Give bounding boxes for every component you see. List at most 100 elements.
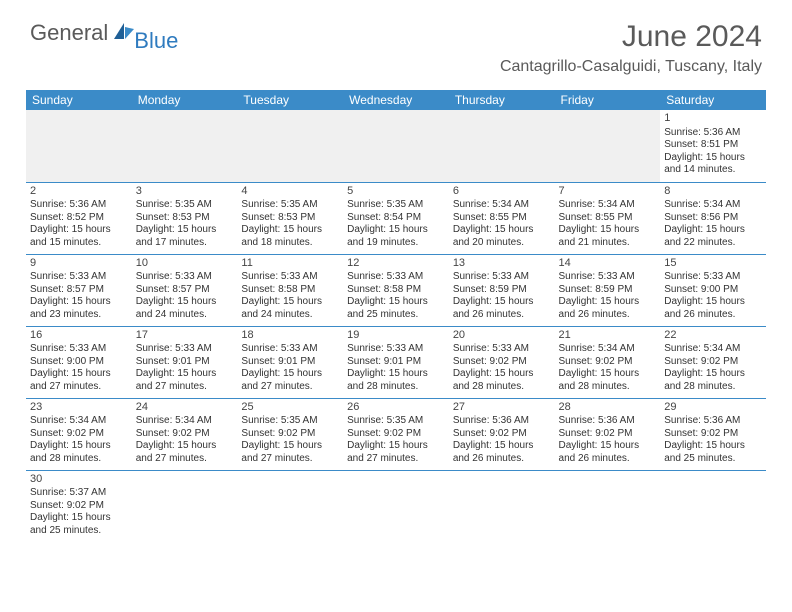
- daylight-text: and 26 minutes.: [559, 309, 657, 322]
- sunrise-text: Sunrise: 5:35 AM: [241, 199, 339, 212]
- daylight-text: and 28 minutes.: [559, 381, 657, 394]
- sunrise-text: Sunrise: 5:34 AM: [453, 199, 551, 212]
- calendar-cell: 10Sunrise: 5:33 AMSunset: 8:57 PMDayligh…: [132, 254, 238, 326]
- daylight-text: Daylight: 15 hours: [664, 296, 762, 309]
- sunrise-text: Sunrise: 5:35 AM: [347, 199, 445, 212]
- sunset-text: Sunset: 8:57 PM: [30, 284, 128, 297]
- sunset-text: Sunset: 8:57 PM: [136, 284, 234, 297]
- daylight-text: and 27 minutes.: [136, 381, 234, 394]
- day-number: 23: [30, 401, 128, 415]
- daylight-text: Daylight: 15 hours: [347, 224, 445, 237]
- calendar-cell: 13Sunrise: 5:33 AMSunset: 8:59 PMDayligh…: [449, 254, 555, 326]
- month-title: June 2024: [500, 20, 762, 54]
- day-number: 8: [664, 185, 762, 199]
- daylight-text: Daylight: 15 hours: [453, 368, 551, 381]
- sunset-text: Sunset: 8:52 PM: [30, 212, 128, 225]
- daylight-text: Daylight: 15 hours: [664, 224, 762, 237]
- sunset-text: Sunset: 9:02 PM: [559, 356, 657, 369]
- calendar-cell: 17Sunrise: 5:33 AMSunset: 9:01 PMDayligh…: [132, 326, 238, 398]
- calendar-cell: [449, 110, 555, 182]
- calendar-cell: 22Sunrise: 5:34 AMSunset: 9:02 PMDayligh…: [660, 326, 766, 398]
- calendar-cell: 15Sunrise: 5:33 AMSunset: 9:00 PMDayligh…: [660, 254, 766, 326]
- calendar-cell: 30Sunrise: 5:37 AMSunset: 9:02 PMDayligh…: [26, 470, 132, 542]
- calendar-cell: 5Sunrise: 5:35 AMSunset: 8:54 PMDaylight…: [343, 182, 449, 254]
- daylight-text: and 21 minutes.: [559, 237, 657, 250]
- sunrise-text: Sunrise: 5:33 AM: [347, 271, 445, 284]
- sunset-text: Sunset: 9:02 PM: [30, 428, 128, 441]
- sunset-text: Sunset: 8:58 PM: [347, 284, 445, 297]
- calendar-cell: [449, 470, 555, 542]
- day-number: 1: [664, 112, 762, 126]
- day-number: 27: [453, 401, 551, 415]
- daylight-text: Daylight: 15 hours: [664, 440, 762, 453]
- calendar-cell: 2Sunrise: 5:36 AMSunset: 8:52 PMDaylight…: [26, 182, 132, 254]
- calendar-cell: 14Sunrise: 5:33 AMSunset: 8:59 PMDayligh…: [555, 254, 661, 326]
- sunrise-text: Sunrise: 5:36 AM: [664, 415, 762, 428]
- sunrise-text: Sunrise: 5:36 AM: [664, 127, 762, 140]
- daylight-text: Daylight: 15 hours: [30, 224, 128, 237]
- daylight-text: and 20 minutes.: [453, 237, 551, 250]
- sunrise-text: Sunrise: 5:33 AM: [241, 271, 339, 284]
- sunset-text: Sunset: 9:02 PM: [559, 428, 657, 441]
- sunrise-text: Sunrise: 5:33 AM: [559, 271, 657, 284]
- sunrise-text: Sunrise: 5:34 AM: [664, 199, 762, 212]
- sunrise-text: Sunrise: 5:35 AM: [136, 199, 234, 212]
- calendar-cell: 9Sunrise: 5:33 AMSunset: 8:57 PMDaylight…: [26, 254, 132, 326]
- daylight-text: Daylight: 15 hours: [453, 440, 551, 453]
- daylight-text: Daylight: 15 hours: [241, 224, 339, 237]
- sunset-text: Sunset: 8:55 PM: [559, 212, 657, 225]
- calendar-cell: 26Sunrise: 5:35 AMSunset: 9:02 PMDayligh…: [343, 398, 449, 470]
- daylight-text: Daylight: 15 hours: [136, 296, 234, 309]
- sunset-text: Sunset: 9:02 PM: [241, 428, 339, 441]
- daylight-text: Daylight: 15 hours: [241, 368, 339, 381]
- daylight-text: and 17 minutes.: [136, 237, 234, 250]
- calendar-row: 23Sunrise: 5:34 AMSunset: 9:02 PMDayligh…: [26, 398, 766, 470]
- calendar-cell: 12Sunrise: 5:33 AMSunset: 8:58 PMDayligh…: [343, 254, 449, 326]
- day-number: 6: [453, 185, 551, 199]
- sunrise-text: Sunrise: 5:34 AM: [30, 415, 128, 428]
- calendar-cell: [132, 110, 238, 182]
- daylight-text: and 15 minutes.: [30, 237, 128, 250]
- sunset-text: Sunset: 8:59 PM: [559, 284, 657, 297]
- daylight-text: Daylight: 15 hours: [136, 224, 234, 237]
- daylight-text: and 25 minutes.: [664, 453, 762, 466]
- calendar-cell: 3Sunrise: 5:35 AMSunset: 8:53 PMDaylight…: [132, 182, 238, 254]
- daylight-text: Daylight: 15 hours: [136, 440, 234, 453]
- day-number: 28: [559, 401, 657, 415]
- sunset-text: Sunset: 9:02 PM: [453, 428, 551, 441]
- day-number: 20: [453, 329, 551, 343]
- sunrise-text: Sunrise: 5:35 AM: [347, 415, 445, 428]
- daylight-text: and 23 minutes.: [30, 309, 128, 322]
- calendar-cell: 23Sunrise: 5:34 AMSunset: 9:02 PMDayligh…: [26, 398, 132, 470]
- daylight-text: Daylight: 15 hours: [453, 296, 551, 309]
- day-number: 10: [136, 257, 234, 271]
- day-number: 17: [136, 329, 234, 343]
- calendar-cell: [343, 470, 449, 542]
- sunset-text: Sunset: 9:01 PM: [136, 356, 234, 369]
- day-header: Tuesday: [237, 90, 343, 110]
- calendar-row: 16Sunrise: 5:33 AMSunset: 9:00 PMDayligh…: [26, 326, 766, 398]
- daylight-text: and 28 minutes.: [347, 381, 445, 394]
- sunset-text: Sunset: 9:01 PM: [241, 356, 339, 369]
- calendar-cell: 28Sunrise: 5:36 AMSunset: 9:02 PMDayligh…: [555, 398, 661, 470]
- calendar-row: 9Sunrise: 5:33 AMSunset: 8:57 PMDaylight…: [26, 254, 766, 326]
- day-number: 4: [241, 185, 339, 199]
- sunset-text: Sunset: 9:02 PM: [136, 428, 234, 441]
- daylight-text: Daylight: 15 hours: [664, 368, 762, 381]
- daylight-text: Daylight: 15 hours: [347, 296, 445, 309]
- sunset-text: Sunset: 8:53 PM: [136, 212, 234, 225]
- day-number: 18: [241, 329, 339, 343]
- daylight-text: and 27 minutes.: [241, 453, 339, 466]
- calendar-cell: 1Sunrise: 5:36 AMSunset: 8:51 PMDaylight…: [660, 110, 766, 182]
- title-block: June 2024 Cantagrillo-Casalguidi, Tuscan…: [500, 20, 762, 76]
- sunrise-text: Sunrise: 5:34 AM: [559, 343, 657, 356]
- daylight-text: Daylight: 15 hours: [30, 440, 128, 453]
- sunrise-text: Sunrise: 5:33 AM: [241, 343, 339, 356]
- day-number: 21: [559, 329, 657, 343]
- calendar-row: 30Sunrise: 5:37 AMSunset: 9:02 PMDayligh…: [26, 470, 766, 542]
- sunrise-text: Sunrise: 5:33 AM: [30, 271, 128, 284]
- day-number: 5: [347, 185, 445, 199]
- day-number: 26: [347, 401, 445, 415]
- daylight-text: and 27 minutes.: [241, 381, 339, 394]
- calendar-cell: 24Sunrise: 5:34 AMSunset: 9:02 PMDayligh…: [132, 398, 238, 470]
